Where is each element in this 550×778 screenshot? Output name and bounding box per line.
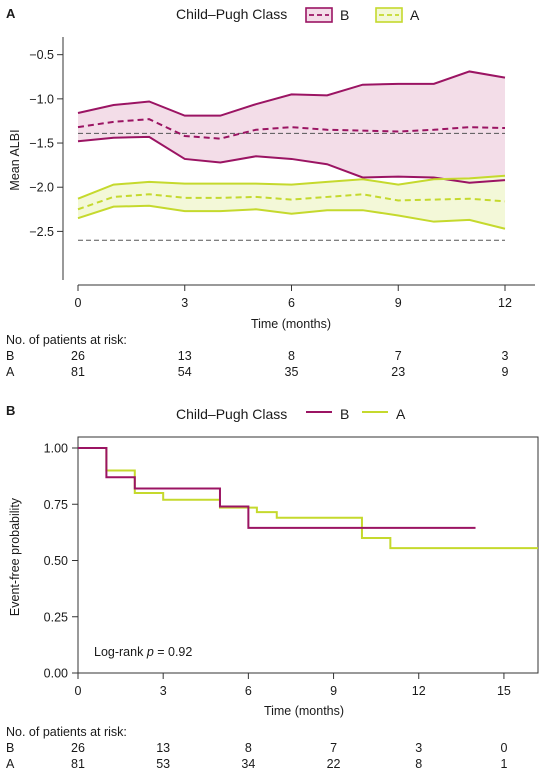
legend-b-km-label: B — [340, 406, 349, 422]
y-tick-label: −2.0 — [29, 181, 54, 195]
risk-cell: 81 — [71, 365, 85, 379]
risk-row-label: A — [6, 365, 15, 379]
risk-cell: 26 — [71, 349, 85, 363]
risk-cell: 8 — [245, 741, 252, 755]
x-tick-label: 9 — [330, 684, 337, 698]
logrank-prefix: Log-rank — [94, 645, 147, 659]
panel-a-risk-title: No. of patients at risk: — [6, 333, 127, 347]
risk-cell: 7 — [330, 741, 337, 755]
risk-cell: 7 — [395, 349, 402, 363]
x-tick-label: 0 — [75, 296, 82, 310]
panel-b-legend: Child–Pugh Class B A — [176, 406, 406, 422]
risk-cell: 13 — [156, 741, 170, 755]
panel-a-legend: Child–Pugh Class B A — [176, 6, 420, 23]
risk-cell: 8 — [415, 757, 422, 771]
y-tick-label: −1.0 — [29, 92, 54, 106]
risk-cell: 13 — [178, 349, 192, 363]
panel-b-y-label: Event-free probability — [8, 497, 22, 616]
risk-cell: 53 — [156, 757, 170, 771]
y-tick-label: 0.50 — [44, 554, 68, 568]
km-curve-b — [78, 447, 476, 529]
y-tick-label: 0.00 — [44, 667, 68, 681]
band-b — [78, 71, 505, 183]
logrank-p: p — [146, 645, 154, 659]
y-tick-label: −2.5 — [29, 225, 54, 239]
panel-b-x-label: Time (months) — [264, 704, 344, 718]
x-tick-label: 12 — [498, 296, 512, 310]
x-tick-label: 6 — [245, 684, 252, 698]
panel-a-ticks: −0.5 −1.0 −1.5 −2.0 −2.5 0 3 6 9 12 — [29, 48, 512, 310]
panel-a-y-label: Mean ALBI — [8, 129, 22, 190]
panel-a: A Child–Pugh Class B A −0.5−1.0−1.5−2.0−… — [6, 6, 535, 379]
panel-b-plot-area — [78, 447, 538, 550]
risk-cell: 26 — [71, 741, 85, 755]
risk-row-label: B — [6, 349, 14, 363]
y-tick-label: 1.00 — [44, 442, 68, 456]
risk-cell: 3 — [502, 349, 509, 363]
x-tick-label: 3 — [181, 296, 188, 310]
risk-row-label: A — [6, 757, 15, 771]
x-tick-label: 15 — [497, 684, 511, 698]
series-b-upper-line — [77, 70, 506, 117]
x-tick-label: 6 — [288, 296, 295, 310]
risk-cell: 8 — [288, 349, 295, 363]
panel-b: B Child–Pugh Class B A 1.00 0.75 0.50 0.25 0… — [6, 403, 539, 771]
series-a-mean-line — [77, 193, 506, 211]
panel-a-plot-area — [77, 70, 506, 241]
panel-a-x-label: Time (months) — [251, 317, 331, 331]
legend-b-label: B — [340, 7, 349, 23]
risk-cell: 1 — [500, 757, 507, 771]
panel-a-label: A — [6, 6, 16, 21]
x-tick-label: 0 — [75, 684, 82, 698]
risk-cell: 35 — [285, 365, 299, 379]
risk-cell: 34 — [241, 757, 255, 771]
panel-b-ticks: 1.00 0.75 0.50 0.25 0.00 0 3 6 9 12 15 — [44, 442, 511, 699]
y-tick-label: 0.25 — [44, 610, 68, 624]
risk-cell: 54 — [178, 365, 192, 379]
panel-b-logrank-annotation: Log-rank p = 0.92 — [94, 645, 192, 659]
logrank-value: = 0.92 — [154, 645, 193, 659]
risk-cell: 81 — [71, 757, 85, 771]
panel-b-label: B — [6, 403, 15, 418]
x-tick-label: 3 — [160, 684, 167, 698]
legend-a-km-label: A — [396, 406, 406, 422]
x-tick-label: 9 — [395, 296, 402, 310]
legend-a-label: A — [410, 7, 420, 23]
risk-cell: 9 — [502, 365, 509, 379]
panel-b-risk-table: No. of patients at risk: B 26 13 8 7 3 0A 81 53 3… — [6, 725, 507, 771]
series-b-lower-line — [77, 135, 506, 184]
panel-a-legend-title: Child–Pugh Class — [176, 6, 287, 22]
panel-b-risk-title: No. of patients at risk: — [6, 725, 127, 739]
series-a-upper-line — [77, 174, 506, 200]
risk-row-label: B — [6, 741, 14, 755]
series-b-mean-line — [77, 118, 506, 140]
series-a-lower-line — [77, 204, 506, 230]
x-tick-label: 12 — [412, 684, 426, 698]
y-tick-label: −1.5 — [29, 137, 54, 151]
km-curve-a — [78, 447, 538, 550]
y-tick-label: −0.5 — [29, 48, 54, 62]
risk-cell: 0 — [500, 741, 507, 755]
panel-b-plot-frame — [77, 436, 539, 674]
y-tick-label: 0.75 — [44, 498, 68, 512]
risk-cell: 22 — [327, 757, 341, 771]
panel-a-risk-table: No. of patients at risk: B 26 13 8 7 3 A 81 54 35… — [6, 333, 509, 379]
panel-b-legend-title: Child–Pugh Class — [176, 406, 287, 422]
risk-cell: 3 — [415, 741, 422, 755]
risk-cell: 23 — [391, 365, 405, 379]
